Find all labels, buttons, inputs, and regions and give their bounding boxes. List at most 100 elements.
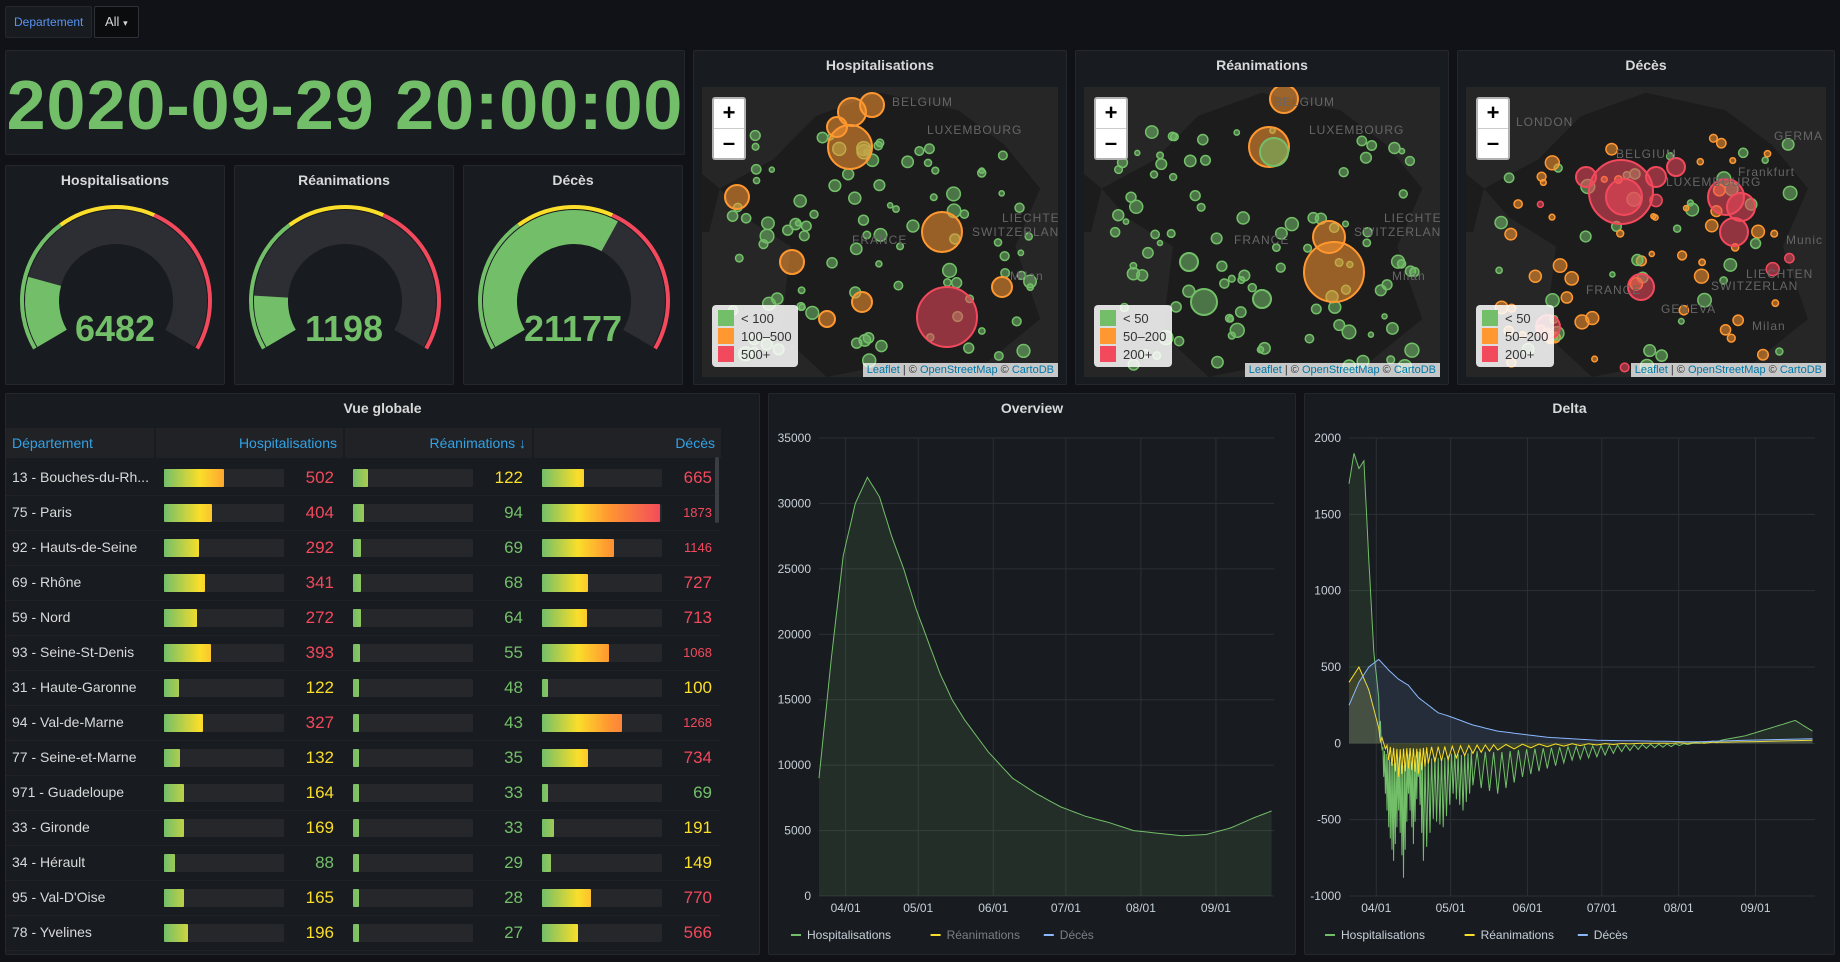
table-row[interactable]: 77 - Seine-et-Marne 132 35 734 [6,740,721,776]
cell-value-rea: 55 [504,643,523,662]
table-row[interactable]: 31 - Haute-Garonne 122 48 100 [6,670,721,706]
cell-bar-fill [353,574,362,592]
table-row[interactable]: 92 - Hauts-de-Seine 292 69 1146 [6,530,721,566]
map-marker [1503,172,1515,184]
cell-value-hosp: 132 [305,748,334,767]
carto-link[interactable]: CartoDB [1779,364,1822,376]
table-row[interactable]: 75 - Paris 404 94 1873 [6,495,721,531]
map-marker [1333,318,1346,332]
map-marker [1619,362,1630,373]
table-row[interactable]: 94 - Val-de-Marne 327 43 1268 [6,705,721,741]
legend-item[interactable]: Hospitalisations [1341,928,1425,942]
zoom-control: + – [1476,97,1510,160]
cell-bar-rea [353,539,473,557]
osm-link[interactable]: OpenStreetMap [1687,364,1766,376]
legend-item[interactable]: Hospitalisations [807,928,891,942]
x-tick-label: 07/01 [1587,901,1617,915]
series-line [1348,453,1813,878]
map-marker [1014,202,1025,213]
map-marker [726,210,739,222]
table-scrollbar[interactable] [715,457,719,523]
column-header-deces[interactable]: Décès [534,428,721,458]
map-canvas[interactable]: LONDON BELGIUM GERMA Frankfurt LUXEMBOUR… [1466,87,1826,377]
column-header-reanimations[interactable]: Réanimations ↓ [345,428,532,458]
zoom-out-button[interactable]: – [1096,128,1126,158]
cell-bar-fill [164,714,204,732]
series-area [1349,659,1813,744]
table-row[interactable]: 59 - Nord 272 64 713 [6,600,721,636]
table-row[interactable]: 33 - Gironde 169 33 191 [6,810,721,846]
map-marker [1252,289,1272,309]
map-marker [1024,232,1034,241]
table-row[interactable]: 93 - Seine-St-Denis 393 55 1068 [6,635,721,671]
map-label: BELGIUM [1616,147,1678,161]
map-marker [1396,259,1407,269]
map-marker [1303,243,1313,253]
leaflet-link[interactable]: Leaflet [866,364,900,376]
zoom-out-button[interactable]: – [714,128,744,158]
map-marker [1539,178,1547,187]
leaflet-link[interactable]: Leaflet [1248,364,1282,376]
map-marker [796,301,806,312]
map-marker [1196,133,1209,146]
zoom-in-button[interactable]: + [722,100,736,125]
zoom-in-button[interactable]: + [1486,100,1500,125]
zoom-control: + – [712,97,746,160]
legend-item[interactable]: Réanimations [947,928,1020,942]
leaflet-link[interactable]: Leaflet [1634,364,1668,376]
table-row[interactable]: 69 - Rhône 341 68 727 [6,565,721,601]
map-marker [1729,156,1737,165]
legend-item[interactable]: Réanimations [1481,928,1554,942]
map-marker [1404,342,1420,358]
cell-value-rea: 27 [504,923,523,942]
y-tick-label: 25000 [778,562,812,576]
legend-item[interactable]: Décès [1060,928,1094,942]
map-marker [751,142,760,151]
panel-title: Réanimations [298,172,390,188]
attr-sep: © [997,364,1012,376]
map-marker [862,230,872,240]
legend-item[interactable]: Décès [1594,928,1628,942]
table-row[interactable]: 95 - Val-D'Oise 165 28 770 [6,880,721,916]
cell-bar-rea [353,714,473,732]
table-body: 13 - Bouches-du-Rh... 502 122 665 75 - Paris… [6,460,721,955]
cell-bar-dc [542,784,662,802]
carto-link[interactable]: CartoDB [1011,364,1054,376]
cell-bar-fill [164,749,180,767]
y-tick-label: 5000 [784,824,811,838]
cell-bar-rea [353,609,473,627]
cell-bar-fill [542,644,610,662]
cell-value-rea: 35 [504,748,523,767]
map-canvas[interactable]: BELGIUM LUXEMBOURG FRANCE LIECHTEN SWITZ… [702,87,1058,377]
variable-select[interactable]: All ▾ [94,6,139,38]
map-marker [1548,213,1556,221]
map-marker [1781,137,1795,151]
map-marker [1166,228,1176,239]
table-row[interactable]: 971 - Guadeloupe 164 33 69 [6,775,721,811]
table-row[interactable]: 78 - Yvelines 196 27 566 [6,915,721,951]
table-row[interactable]: 13 - Bouches-du-Rh... 502 122 665 [6,460,721,496]
map-marker [1723,257,1738,272]
land-shape [1484,92,1808,377]
map-marker [893,280,904,291]
carto-link[interactable]: CartoDB [1393,364,1436,376]
map-label: LIECHTEN [1746,267,1814,281]
osm-link[interactable]: OpenStreetMap [1301,364,1380,376]
map-canvas[interactable]: BELGIUM LUXEMBOURG FRANCE LIECHTEN SWITZ… [1084,87,1440,377]
cell-bar-fill [542,819,555,837]
map-marker [941,262,958,278]
table-row[interactable]: 34 - Hérault 88 29 149 [6,845,721,881]
zoom-out-button[interactable]: – [1478,128,1508,158]
map-panel-reanimations: Réanimations BELGIUM LUXEMBOURG FRANCE L… [1075,50,1449,385]
cell-bar-rea [353,749,473,767]
cell-bar-fill [164,679,179,697]
column-header-hospitalisations[interactable]: Hospitalisations [156,428,343,458]
gauge-value: 6482 [74,308,156,349]
zoom-in-button[interactable]: + [1104,100,1118,125]
osm-link[interactable]: OpenStreetMap [919,364,998,376]
column-header-departement[interactable]: Département [6,428,154,458]
cell-value-hosp: 272 [305,608,334,627]
gauge-value-arc [254,295,297,347]
cell-bar-fill [164,644,212,662]
cell-value-dc: 1873 [683,505,712,520]
